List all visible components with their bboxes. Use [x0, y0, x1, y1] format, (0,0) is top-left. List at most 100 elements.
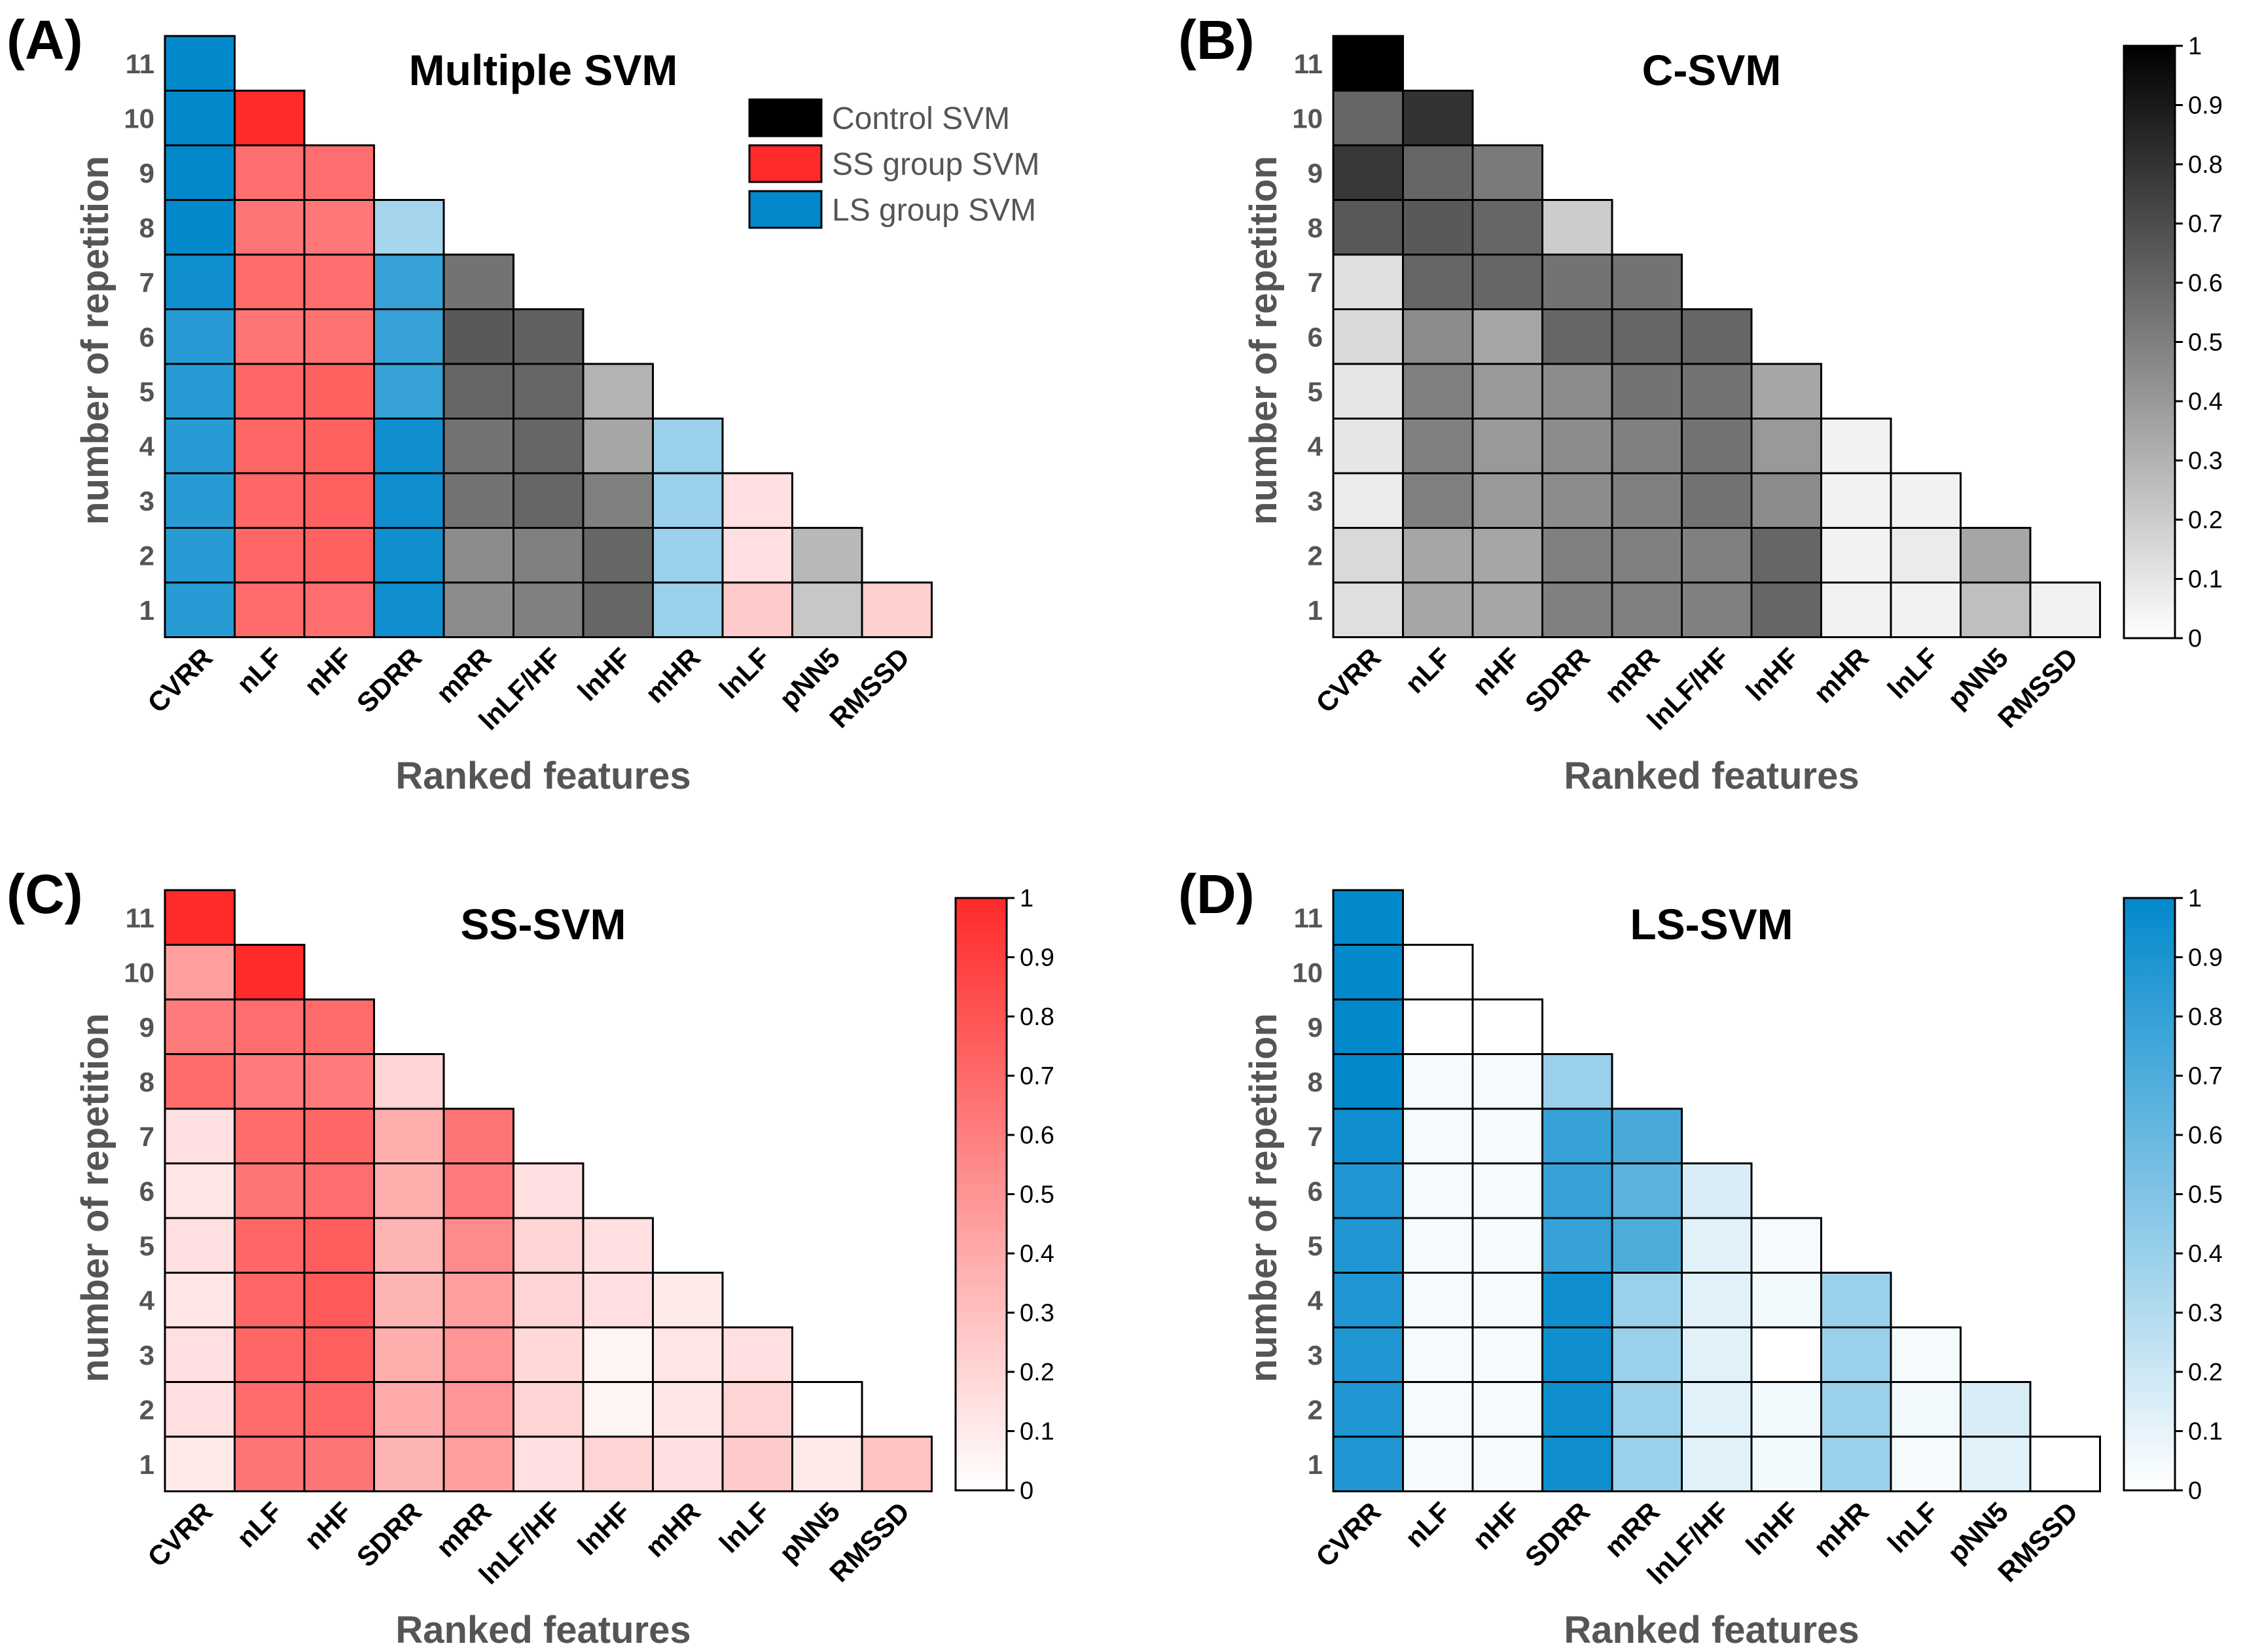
heatmap-cell-r5-c2: [1402, 363, 1474, 420]
heatmap-cell-r4-c7: [1750, 418, 1822, 475]
heatmap-cell-r8-c2: [1402, 199, 1474, 256]
heatmap-cell-r2-c6: [512, 527, 584, 584]
y-tick-label: 3: [139, 486, 154, 516]
heatmap-cell-r1-c2: [1402, 1435, 1474, 1492]
heatmap-cell-r2-c6: [512, 1381, 584, 1438]
heatmap-cell-r9-c2: [1402, 998, 1474, 1055]
colorbar-tick-label: 1: [1020, 885, 1033, 912]
heatmap-cell-r1-c6: [512, 1435, 584, 1492]
x-tick-label: lnLF: [1882, 642, 1945, 705]
colorbar-tick-label: 0.2: [1020, 1359, 1054, 1386]
heatmap-cell-r4-c1: [1332, 418, 1404, 475]
heatmap-cell-r3-c6: [1681, 1326, 1753, 1383]
heatmap-cell-r1-c7: [1750, 1435, 1822, 1492]
heatmap-cell-r11-c1: [164, 889, 236, 946]
heatmap-cell-r2-c7: [582, 1381, 654, 1438]
heatmap-cell-r3-c1: [164, 1326, 236, 1383]
heatmap-cell-r1-c3: [1471, 581, 1543, 638]
panel-title-d: LS-SVM: [1630, 900, 1793, 948]
heatmap-cell-r3-c4: [373, 1326, 445, 1383]
colorbar-tick-label: 0: [2188, 625, 2202, 653]
heatmap-cell-r1-c6: [1681, 581, 1753, 638]
heatmap-cell-r1-c7: [582, 1435, 654, 1492]
heatmap-cell-r3-c6: [512, 472, 584, 529]
heatmap-cell-r5-c3: [303, 1217, 375, 1274]
colorbar-tick-label: 0.8: [2188, 151, 2223, 179]
colorbar-tick-label: 0.1: [2188, 1418, 2223, 1446]
heatmap-cell-r6-c5: [1611, 308, 1683, 365]
heatmap-cell-r5-c6: [512, 363, 584, 420]
heatmap-cell-r10-c1: [1332, 90, 1404, 147]
heatmap-cell-r3-c6: [512, 1326, 584, 1383]
heatmap-cell-r1-c6: [512, 581, 584, 638]
heatmap-cell-r1-c2: [1402, 581, 1474, 638]
x-tick-label: lnHF: [571, 1496, 636, 1561]
heatmap-cell-r11-c1: [1332, 889, 1404, 946]
heatmap-grid-a: [164, 35, 933, 638]
heatmap-cell-r1-c11: [861, 1435, 933, 1492]
heatmap-cell-r6-c4: [1541, 1162, 1613, 1219]
heatmap-cell-r2-c9: [721, 1381, 793, 1438]
heatmap-cell-r1-c4: [1541, 1435, 1613, 1492]
heatmap-cell-r9-c2: [1402, 144, 1474, 201]
heatmap-cell-r6-c6: [1681, 1162, 1753, 1219]
heatmap-cell-r2-c4: [373, 527, 445, 584]
y-tick-label: 11: [1294, 903, 1323, 933]
heatmap-cell-r1-c6: [1681, 1435, 1753, 1492]
x-tick-label: mRR: [1598, 1496, 1666, 1564]
heatmap-cell-r7-c3: [1471, 253, 1543, 310]
heatmap-cell-r7-c3: [303, 253, 375, 310]
panel-label-a: (A): [7, 9, 83, 71]
x-tick-label: mHR: [1808, 1496, 1875, 1564]
y-tick-label: 10: [1292, 103, 1323, 134]
heatmap-cell-r7-c5: [442, 253, 514, 310]
heatmap-cell-r6-c1: [164, 1162, 236, 1219]
panel-label-d: (D): [1178, 863, 1255, 925]
heatmap-cell-r5-c5: [442, 1217, 514, 1274]
x-tick-label: CVRR: [141, 1496, 218, 1573]
heatmap-cell-r5-c4: [1541, 363, 1613, 420]
heatmap-cell-r5-c3: [1471, 363, 1543, 420]
y-tick-label: 9: [1308, 1012, 1323, 1043]
panel-title-c: SS-SVM: [460, 900, 626, 948]
y-tick-label: 5: [139, 376, 154, 407]
heatmap-cell-r4-c6: [512, 418, 584, 475]
heatmap-cell-r1-c2: [234, 1435, 306, 1492]
x-tick-label: nLF: [230, 1496, 288, 1554]
heatmap-cell-r9-c1: [164, 998, 236, 1055]
y-tick-label: 2: [1308, 1394, 1323, 1425]
heatmap-cell-r5-c3: [1471, 1217, 1543, 1274]
heatmap-cell-r6-c3: [303, 1162, 375, 1219]
colorbar-tick-label: 0.1: [2188, 566, 2223, 594]
heatmap-cell-r9-c2: [234, 144, 306, 201]
heatmap-cell-r2-c10: [791, 1381, 863, 1438]
y-tick-label: 8: [139, 1066, 154, 1097]
heatmap-cell-r4-c4: [1541, 418, 1613, 475]
colorbar-tick-label: 1: [2188, 885, 2202, 912]
y-tick-label: 4: [1308, 431, 1323, 461]
heatmap-cell-r8-c4: [373, 199, 445, 256]
colorbar-tick-label: 0.1: [1020, 1418, 1054, 1446]
heatmap-cell-r7-c5: [1611, 1107, 1683, 1164]
heatmap-cell-r7-c2: [234, 253, 306, 310]
x-axis-label-c: Ranked features: [395, 1609, 691, 1651]
heatmap-cell-r9-c3: [1471, 998, 1543, 1055]
heatmap-cell-r2-c7: [582, 527, 654, 584]
heatmap-cell-r1-c1: [164, 1435, 236, 1492]
heatmap-cell-r6-c5: [442, 308, 514, 365]
y-tick-label: 10: [1292, 957, 1323, 988]
heatmap-cell-r3-c4: [1541, 1326, 1613, 1383]
colorbar-tick-label: 0.6: [1020, 1122, 1054, 1149]
heatmap-cell-r4-c3: [303, 418, 375, 475]
heatmap-cell-r4-c7: [582, 1272, 654, 1329]
y-axis-label-a: number of repetition: [74, 156, 117, 525]
heatmap-cell-r3-c5: [1611, 1326, 1683, 1383]
heatmap-cell-r1-c11: [2029, 581, 2101, 638]
heatmap-cell-r6-c1: [1332, 1162, 1404, 1219]
x-tick-label: CVRR: [141, 642, 218, 719]
heatmap-cell-r6-c4: [1541, 308, 1613, 365]
heatmap-cell-r6-c2: [1402, 308, 1474, 365]
heatmap-cell-r4-c2: [1402, 1272, 1474, 1329]
heatmap-cell-r3-c2: [234, 472, 306, 529]
heatmap-cell-r1-c5: [1611, 1435, 1683, 1492]
